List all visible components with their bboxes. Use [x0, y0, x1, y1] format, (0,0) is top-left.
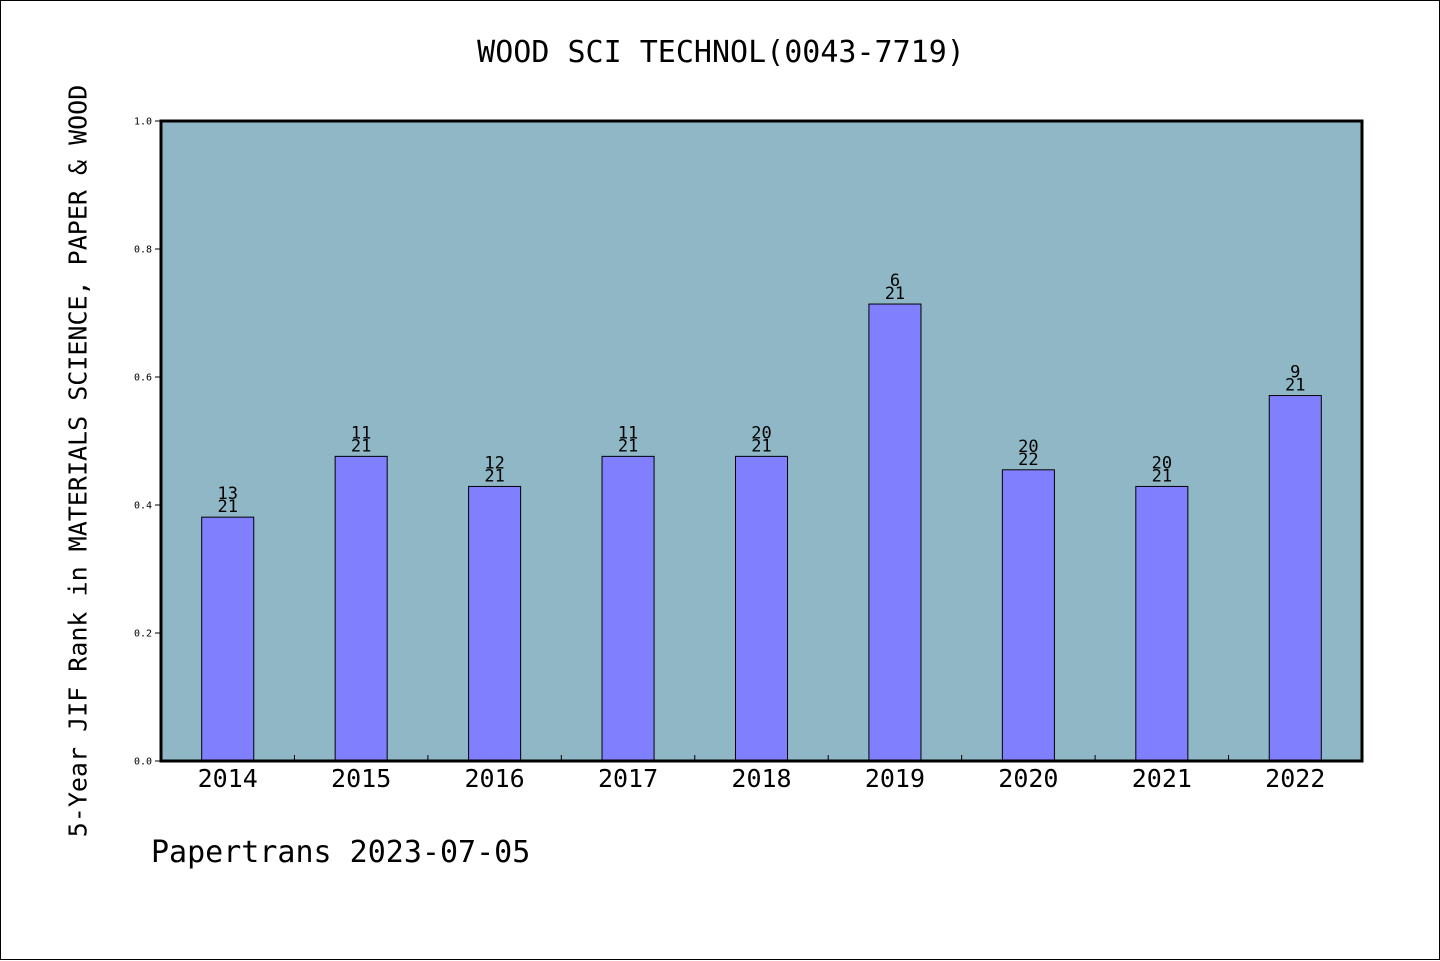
y-tick-label: 0.2 [134, 629, 152, 640]
total-label-2015: 21 [351, 436, 371, 456]
total-label-2022: 21 [1285, 376, 1305, 396]
bar-2016 [468, 485, 522, 762]
rank-label-2015: 11 [351, 423, 371, 443]
y-tick-label: 1.0 [134, 117, 152, 128]
footer-credit: Papertrans 2023-07-05 [151, 835, 531, 870]
total-label-2019: 21 [885, 284, 905, 304]
y-tick-label: 0.4 [134, 501, 152, 512]
chart-title: WOOD SCI TECHNOL(0043-7719) [477, 35, 965, 70]
rank-label-2014: 13 [217, 484, 237, 504]
x-tick-label-2019: 2019 [865, 764, 925, 793]
total-label-2021: 21 [1152, 466, 1172, 486]
y-tick-label: 0.8 [134, 245, 152, 256]
total-label-2020: 22 [1018, 450, 1038, 470]
rank-label-2018: 20 [751, 423, 771, 443]
bar-2014 [201, 516, 255, 762]
total-label-2014: 21 [217, 497, 237, 517]
rank-label-2021: 20 [1152, 453, 1172, 473]
plot-border [159, 119, 1364, 763]
total-label-2018: 21 [751, 436, 771, 456]
x-tick-label-2017: 2017 [598, 764, 658, 793]
total-label-2017: 21 [618, 436, 638, 456]
total-label-2016: 21 [484, 466, 504, 486]
bar-2020 [1001, 469, 1055, 762]
bar-2019 [868, 303, 922, 762]
rank-label-2020: 20 [1018, 437, 1038, 457]
x-tick-label-2015: 2015 [331, 764, 391, 793]
y-tick-label: 0.0 [134, 757, 152, 768]
x-tick-label-2014: 2014 [198, 764, 258, 793]
bar-2017 [601, 455, 655, 762]
x-tick-label-2016: 2016 [465, 764, 525, 793]
bar-2022 [1268, 395, 1322, 762]
x-tick-label-2022: 2022 [1265, 764, 1325, 793]
x-tick-label-2018: 2018 [731, 764, 791, 793]
x-tick-label-2021: 2021 [1132, 764, 1192, 793]
rank-label-2022: 9 [1290, 363, 1300, 383]
rank-label-2017: 11 [618, 423, 638, 443]
x-tick-label-2020: 2020 [998, 764, 1058, 793]
bar-2015 [334, 455, 388, 762]
bar-2018 [734, 455, 789, 762]
bar-2021 [1135, 485, 1189, 762]
y-tick-label: 0.6 [134, 373, 152, 384]
rank-label-2019: 6 [890, 271, 900, 291]
rank-label-2016: 12 [484, 453, 504, 473]
